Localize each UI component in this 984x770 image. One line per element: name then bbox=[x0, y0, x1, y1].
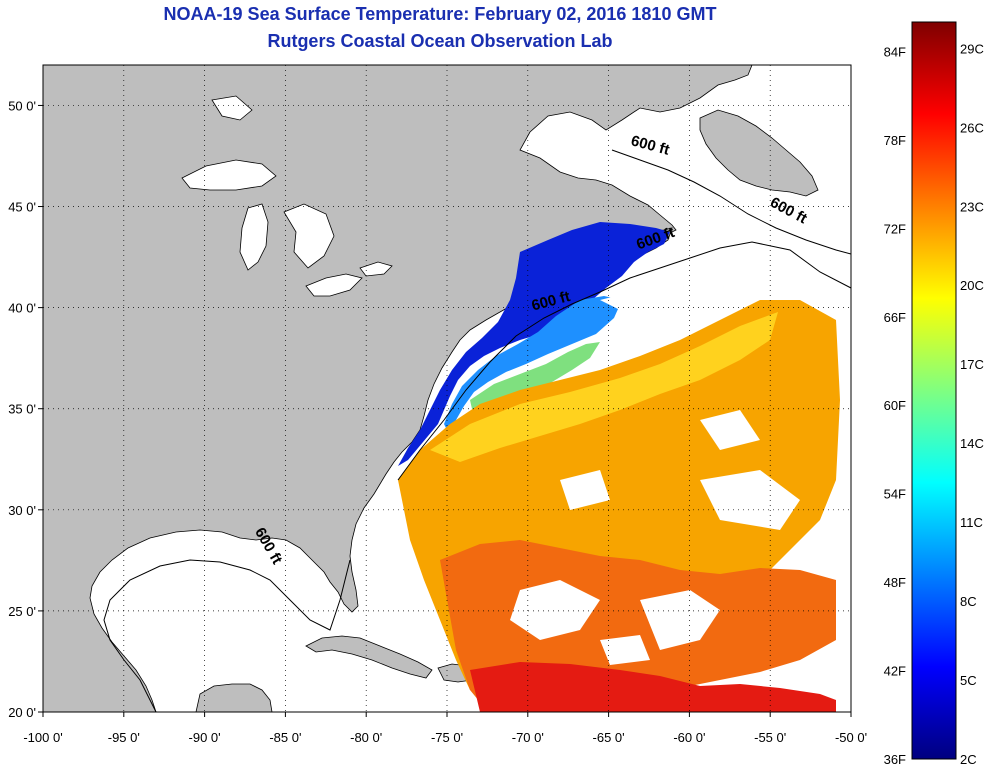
colorbar-c-label: 23C bbox=[960, 199, 984, 214]
x-axis-ticks: -100 0' -95 0' -90 0' -85 0' -80 0' -75 0' -70… bbox=[23, 712, 867, 745]
sst-cold-shelf bbox=[398, 222, 670, 466]
colorbar-f-label: 60F bbox=[884, 398, 906, 413]
x-tick-label: -70 0' bbox=[512, 730, 544, 745]
y-tick-label: 45 0' bbox=[8, 200, 36, 215]
land-north-america bbox=[43, 65, 753, 712]
chart-subtitle: Rutgers Coastal Ocean Observation Lab bbox=[267, 31, 613, 51]
land-yucatan bbox=[195, 683, 273, 712]
colorbar-c-label: 17C bbox=[960, 357, 984, 372]
colorbar-f-label: 72F bbox=[884, 221, 906, 236]
colorbar-f-label: 78F bbox=[884, 133, 906, 148]
sst-red-south bbox=[470, 662, 836, 712]
land-newfoundland bbox=[699, 109, 819, 197]
colorbar-f-label: 66F bbox=[884, 310, 906, 325]
colorbar-f-label: 54F bbox=[884, 487, 906, 502]
y-tick-label: 35 0' bbox=[8, 402, 36, 417]
colorbar-f-label: 48F bbox=[884, 575, 906, 590]
great-lakes bbox=[181, 95, 393, 297]
colorbar-c-label: 29C bbox=[960, 41, 984, 56]
colorbar-c-label: 26C bbox=[960, 120, 984, 135]
x-tick-label: -80 0' bbox=[350, 730, 382, 745]
x-tick-label: -75 0' bbox=[431, 730, 463, 745]
colorbar-c-label: 8C bbox=[960, 594, 977, 609]
colorbar-gradient bbox=[911, 21, 957, 760]
x-tick-label: -65 0' bbox=[593, 730, 625, 745]
colorbar-c-label: 20C bbox=[960, 278, 984, 293]
x-tick-label: -50 0' bbox=[835, 730, 867, 745]
colorbar-f-label: 42F bbox=[884, 664, 906, 679]
y-tick-label: 25 0' bbox=[8, 604, 36, 619]
colorbar-c-label: 11C bbox=[960, 515, 983, 530]
x-tick-label: -100 0' bbox=[23, 730, 62, 745]
x-tick-label: -55 0' bbox=[754, 730, 786, 745]
colorbar-c-label: 5C bbox=[960, 673, 977, 688]
colorbar-c-label: 2C bbox=[960, 752, 977, 767]
x-tick-label: -85 0' bbox=[269, 730, 301, 745]
cloud-mask bbox=[510, 290, 800, 665]
colorbar-fahrenheit-labels: 36F 42F 48F 54F 60F 66F 72F 78F 84F bbox=[884, 44, 906, 767]
colorbar-c-label: 14C bbox=[960, 436, 984, 451]
colorbar-f-label: 84F bbox=[884, 44, 906, 59]
chart-title: NOAA-19 Sea Surface Temperature: Februar… bbox=[163, 4, 717, 24]
y-tick-label: 30 0' bbox=[8, 503, 36, 518]
x-tick-label: -95 0' bbox=[108, 730, 140, 745]
colorbar-celsius-labels: 2C 5C 8C 11C 14C 17C 20C 23C 26C 29C bbox=[960, 41, 984, 767]
sst-yellow-band bbox=[430, 312, 778, 462]
y-tick-label: 20 0' bbox=[8, 705, 36, 720]
x-tick-label: -60 0' bbox=[673, 730, 705, 745]
y-axis-ticks: 20 0' 25 0' 30 0' 35 0' 40 0' 45 0' 50 0' bbox=[8, 98, 43, 720]
bathymetry-contours bbox=[103, 149, 851, 712]
x-tick-label: -90 0' bbox=[189, 730, 221, 745]
y-tick-label: 50 0' bbox=[8, 98, 36, 113]
colorbar-f-label: 36F bbox=[884, 752, 906, 767]
y-tick-label: 40 0' bbox=[8, 301, 36, 316]
sst-mid-shelf bbox=[444, 296, 622, 436]
land-cuba bbox=[305, 635, 433, 679]
